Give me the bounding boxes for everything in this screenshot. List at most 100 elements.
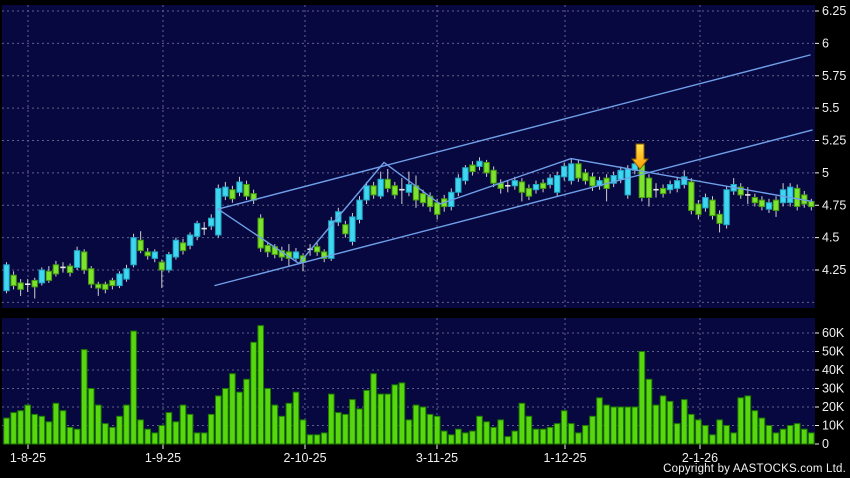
date-axis-label: 1-8-25 — [10, 451, 46, 465]
candle-up — [532, 184, 540, 191]
candle-down — [391, 185, 399, 196]
volume-bar — [236, 391, 243, 445]
volume-bar — [673, 423, 681, 445]
volume-bar — [511, 430, 519, 445]
candle-up — [561, 165, 568, 178]
volume-bar — [243, 378, 250, 445]
candle-down — [525, 187, 533, 197]
candle-down — [772, 199, 780, 212]
candle-up — [681, 176, 688, 186]
volume-bar — [476, 415, 483, 445]
volume-bar — [306, 434, 314, 445]
volume-bar — [469, 430, 476, 445]
candle-up — [349, 216, 356, 242]
volume-bar — [151, 432, 159, 445]
volume-bar — [758, 417, 766, 445]
candle-up — [405, 184, 413, 193]
volume-bar — [426, 413, 434, 445]
candle-up — [3, 264, 10, 292]
volume-bar — [419, 406, 427, 445]
candle-down — [659, 187, 667, 195]
candle-down — [794, 187, 801, 207]
volume-bar — [744, 395, 752, 445]
volume-bar — [66, 426, 74, 445]
volume-bar — [483, 421, 490, 445]
volume-bar — [808, 432, 815, 445]
volume-bar — [786, 425, 794, 445]
candle-up — [151, 251, 159, 259]
date-axis-label: 1-9-25 — [145, 451, 181, 465]
candle-up — [568, 163, 575, 182]
volume-bar — [356, 408, 363, 445]
candle-up — [610, 175, 617, 184]
down-arrow-icon — [630, 143, 650, 170]
volume-bar — [448, 434, 455, 445]
volume-bar — [433, 415, 441, 445]
volume-bar — [320, 432, 328, 445]
candle-down — [313, 246, 321, 253]
volume-bar — [17, 410, 24, 445]
volume-bar — [271, 404, 279, 445]
candle-down — [539, 182, 547, 189]
volume-axis-label: 50K — [822, 345, 845, 359]
volume-bar — [455, 428, 462, 445]
volume-bar — [779, 428, 787, 445]
candle-up — [462, 167, 469, 182]
candle-up — [292, 251, 300, 259]
volume-bar — [285, 402, 293, 445]
candle-down — [434, 202, 441, 215]
swing-zigzag-line — [217, 157, 813, 265]
price-axis-label: 5.25 — [822, 134, 846, 148]
volume-bar — [716, 419, 723, 445]
volume-bar — [765, 425, 773, 445]
candle-down — [102, 283, 109, 290]
candle-down — [490, 169, 497, 184]
candle-up — [511, 180, 518, 187]
volume-bar — [440, 430, 448, 445]
candle-down — [518, 181, 526, 193]
candle-down — [179, 242, 187, 252]
candle-down — [144, 251, 151, 257]
volume-bar — [102, 423, 109, 445]
volume-bar — [666, 400, 674, 445]
volume-bar — [412, 404, 420, 445]
candle-down — [137, 239, 144, 252]
candle-up — [377, 178, 384, 197]
volume-bar — [405, 419, 413, 445]
candle-down — [109, 279, 116, 287]
volume-bar — [80, 349, 88, 445]
volume-bar — [158, 425, 166, 445]
volume-axis-label: 0 — [822, 437, 829, 451]
candle-down — [81, 251, 88, 271]
volume-bar — [638, 351, 646, 445]
volume-bar — [518, 402, 526, 445]
volume-bar — [398, 382, 406, 445]
price-axis-label: 4.75 — [822, 198, 846, 212]
price-panel — [2, 5, 815, 308]
volume-bar — [222, 388, 229, 445]
volume-bar — [349, 399, 356, 445]
volume-bar — [560, 410, 568, 445]
volume-bars — [3, 325, 815, 445]
candle-up — [193, 222, 201, 237]
lower-channel-line — [214, 129, 813, 287]
volume-bar — [391, 384, 399, 445]
price-axis-label: 5.75 — [822, 69, 846, 83]
volume-bar — [165, 412, 173, 445]
volume-bar — [723, 425, 730, 445]
volume-bar — [610, 406, 618, 445]
volume-bar — [137, 419, 144, 445]
candle-down — [321, 251, 328, 259]
volume-bar — [278, 415, 286, 445]
volume-axis-label: 20K — [822, 400, 845, 414]
candle-down — [808, 200, 815, 208]
volume-bar — [45, 421, 53, 445]
volume-bar — [730, 432, 738, 445]
volume-bar — [292, 391, 300, 445]
volume-axis-label: 30K — [822, 382, 845, 396]
candle-down — [264, 244, 271, 253]
candle-down — [709, 199, 716, 217]
candle-up — [554, 175, 561, 193]
candle-down — [469, 164, 476, 173]
